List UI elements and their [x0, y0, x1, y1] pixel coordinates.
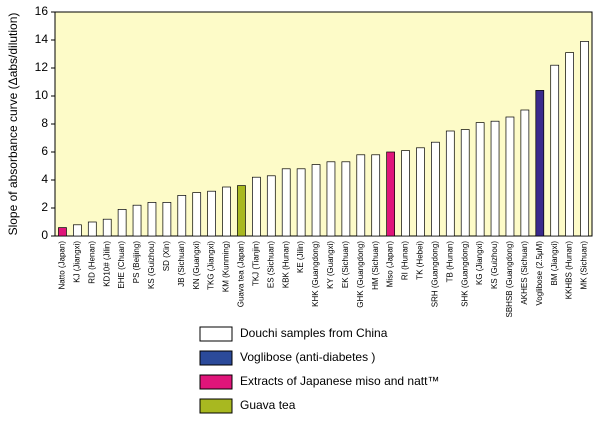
y-tick-label: 14 [35, 32, 49, 46]
x-tick-label: KS (Guizhou) [147, 241, 156, 289]
y-tick-label: 6 [41, 144, 48, 158]
x-tick-label: KHK (Guangdong) [311, 241, 320, 307]
x-tick-label: Natto (Japan) [58, 241, 67, 290]
bar [222, 186, 231, 237]
bar [266, 175, 276, 237]
x-tick-label: SHK (Guangdong) [460, 241, 469, 307]
legend-label: Voglibose (anti-diabetes ) [240, 350, 375, 364]
bar [520, 109, 530, 237]
x-tick-label: KKHBS (Hunan) [565, 241, 574, 300]
bar [162, 202, 172, 237]
x-tick-label: RI (Hunan) [401, 241, 410, 280]
bar [505, 116, 515, 237]
x-tick-label: EK (Sichuan) [341, 241, 350, 288]
bar [252, 176, 261, 237]
bar [102, 218, 112, 237]
bar [490, 120, 500, 237]
bar [311, 164, 321, 237]
y-tick-label: 16 [35, 4, 49, 18]
x-tick-label: JB (Sichuan) [177, 241, 186, 287]
bar [445, 130, 455, 237]
x-tick-label: Voglibose (2.5μM) [535, 241, 544, 306]
y-axis-label: Slope of absorbance curve (Δabs/dilution… [6, 13, 20, 236]
x-tick-label: SBHSB (Guangdong) [505, 241, 514, 318]
bar [550, 64, 560, 237]
y-tick-label: 8 [41, 116, 48, 130]
bar [132, 204, 142, 237]
bar [326, 161, 336, 237]
bar [296, 168, 306, 237]
bar [58, 227, 67, 237]
bar [341, 161, 351, 237]
x-tick-label: Guava tea (Japan) [237, 241, 246, 308]
bar [386, 151, 395, 237]
x-tick-label: SRH (Guangdong) [430, 241, 439, 308]
bar [460, 129, 470, 237]
bar [207, 190, 216, 237]
x-tick-label: TB (Hunan) [445, 241, 454, 283]
x-tick-label: KD10# (Jilin) [102, 241, 111, 287]
bar [580, 41, 589, 237]
x-tick-label: EHE (Chuan) [117, 241, 126, 289]
bar [147, 202, 157, 237]
x-tick-label: RD (Henan) [87, 241, 96, 284]
x-tick-label: TKG (Jiangxi) [207, 241, 216, 290]
bar [535, 90, 545, 237]
bar [87, 221, 97, 237]
legend-label: Douchi samples from China [240, 326, 388, 340]
bar [475, 122, 485, 237]
x-tick-label: KJ (Jiangxi) [72, 241, 81, 283]
x-tick-label: KY (Guangxi) [326, 241, 335, 289]
legend-swatch [199, 398, 233, 414]
bar [73, 224, 82, 237]
y-tick-label: 0 [41, 228, 48, 242]
bar [565, 52, 574, 237]
y-tick-label: 10 [35, 88, 49, 102]
x-tick-label: KS (Guizhou) [490, 241, 499, 289]
bar [401, 150, 410, 237]
x-tick-label: KE (Jilin) [296, 241, 305, 273]
x-tick-label: KM (Kunming) [222, 241, 231, 292]
bar [431, 141, 440, 237]
legend-swatch [199, 374, 233, 390]
legend-label: Guava tea [240, 398, 296, 412]
x-tick-label: MK (Sichuan) [580, 241, 589, 290]
x-tick-label: KN (Guangxi) [192, 241, 201, 290]
x-tick-label: TK (Hebei) [416, 241, 425, 280]
bar [237, 185, 246, 237]
x-tick-label: GHK (Guangdong) [356, 241, 365, 308]
bar [416, 147, 425, 237]
x-tick-label: KG (Jiangxi) [475, 241, 484, 285]
x-tick-label: TKJ (Tianjin) [251, 241, 260, 286]
bar [281, 168, 291, 237]
bar [117, 209, 127, 237]
plot-background [54, 11, 593, 237]
bar [356, 154, 366, 237]
x-tick-label: SD (Xin) [162, 241, 171, 272]
x-tick-label: HM (Sichuan) [371, 241, 380, 290]
bar [192, 192, 202, 237]
legend-swatch [199, 326, 233, 342]
x-tick-label: Miso (Japan) [386, 241, 395, 288]
bar [177, 195, 187, 237]
legend-label: Extracts of Japanese miso and natt™ [240, 374, 439, 388]
x-tick-label: AKHES (Sichuan) [520, 241, 529, 305]
y-tick-label: 4 [41, 172, 48, 186]
x-tick-label: PS (Beijing) [132, 241, 141, 284]
bar [371, 154, 381, 237]
x-tick-label: ES (Sichuan) [266, 241, 275, 288]
legend-swatch [199, 350, 233, 366]
y-tick-label: 12 [35, 60, 49, 74]
x-tick-label: BM (Jiangxi) [550, 241, 559, 286]
x-tick-label: KBK (Hunan) [281, 241, 290, 288]
y-tick-label: 2 [41, 200, 48, 214]
